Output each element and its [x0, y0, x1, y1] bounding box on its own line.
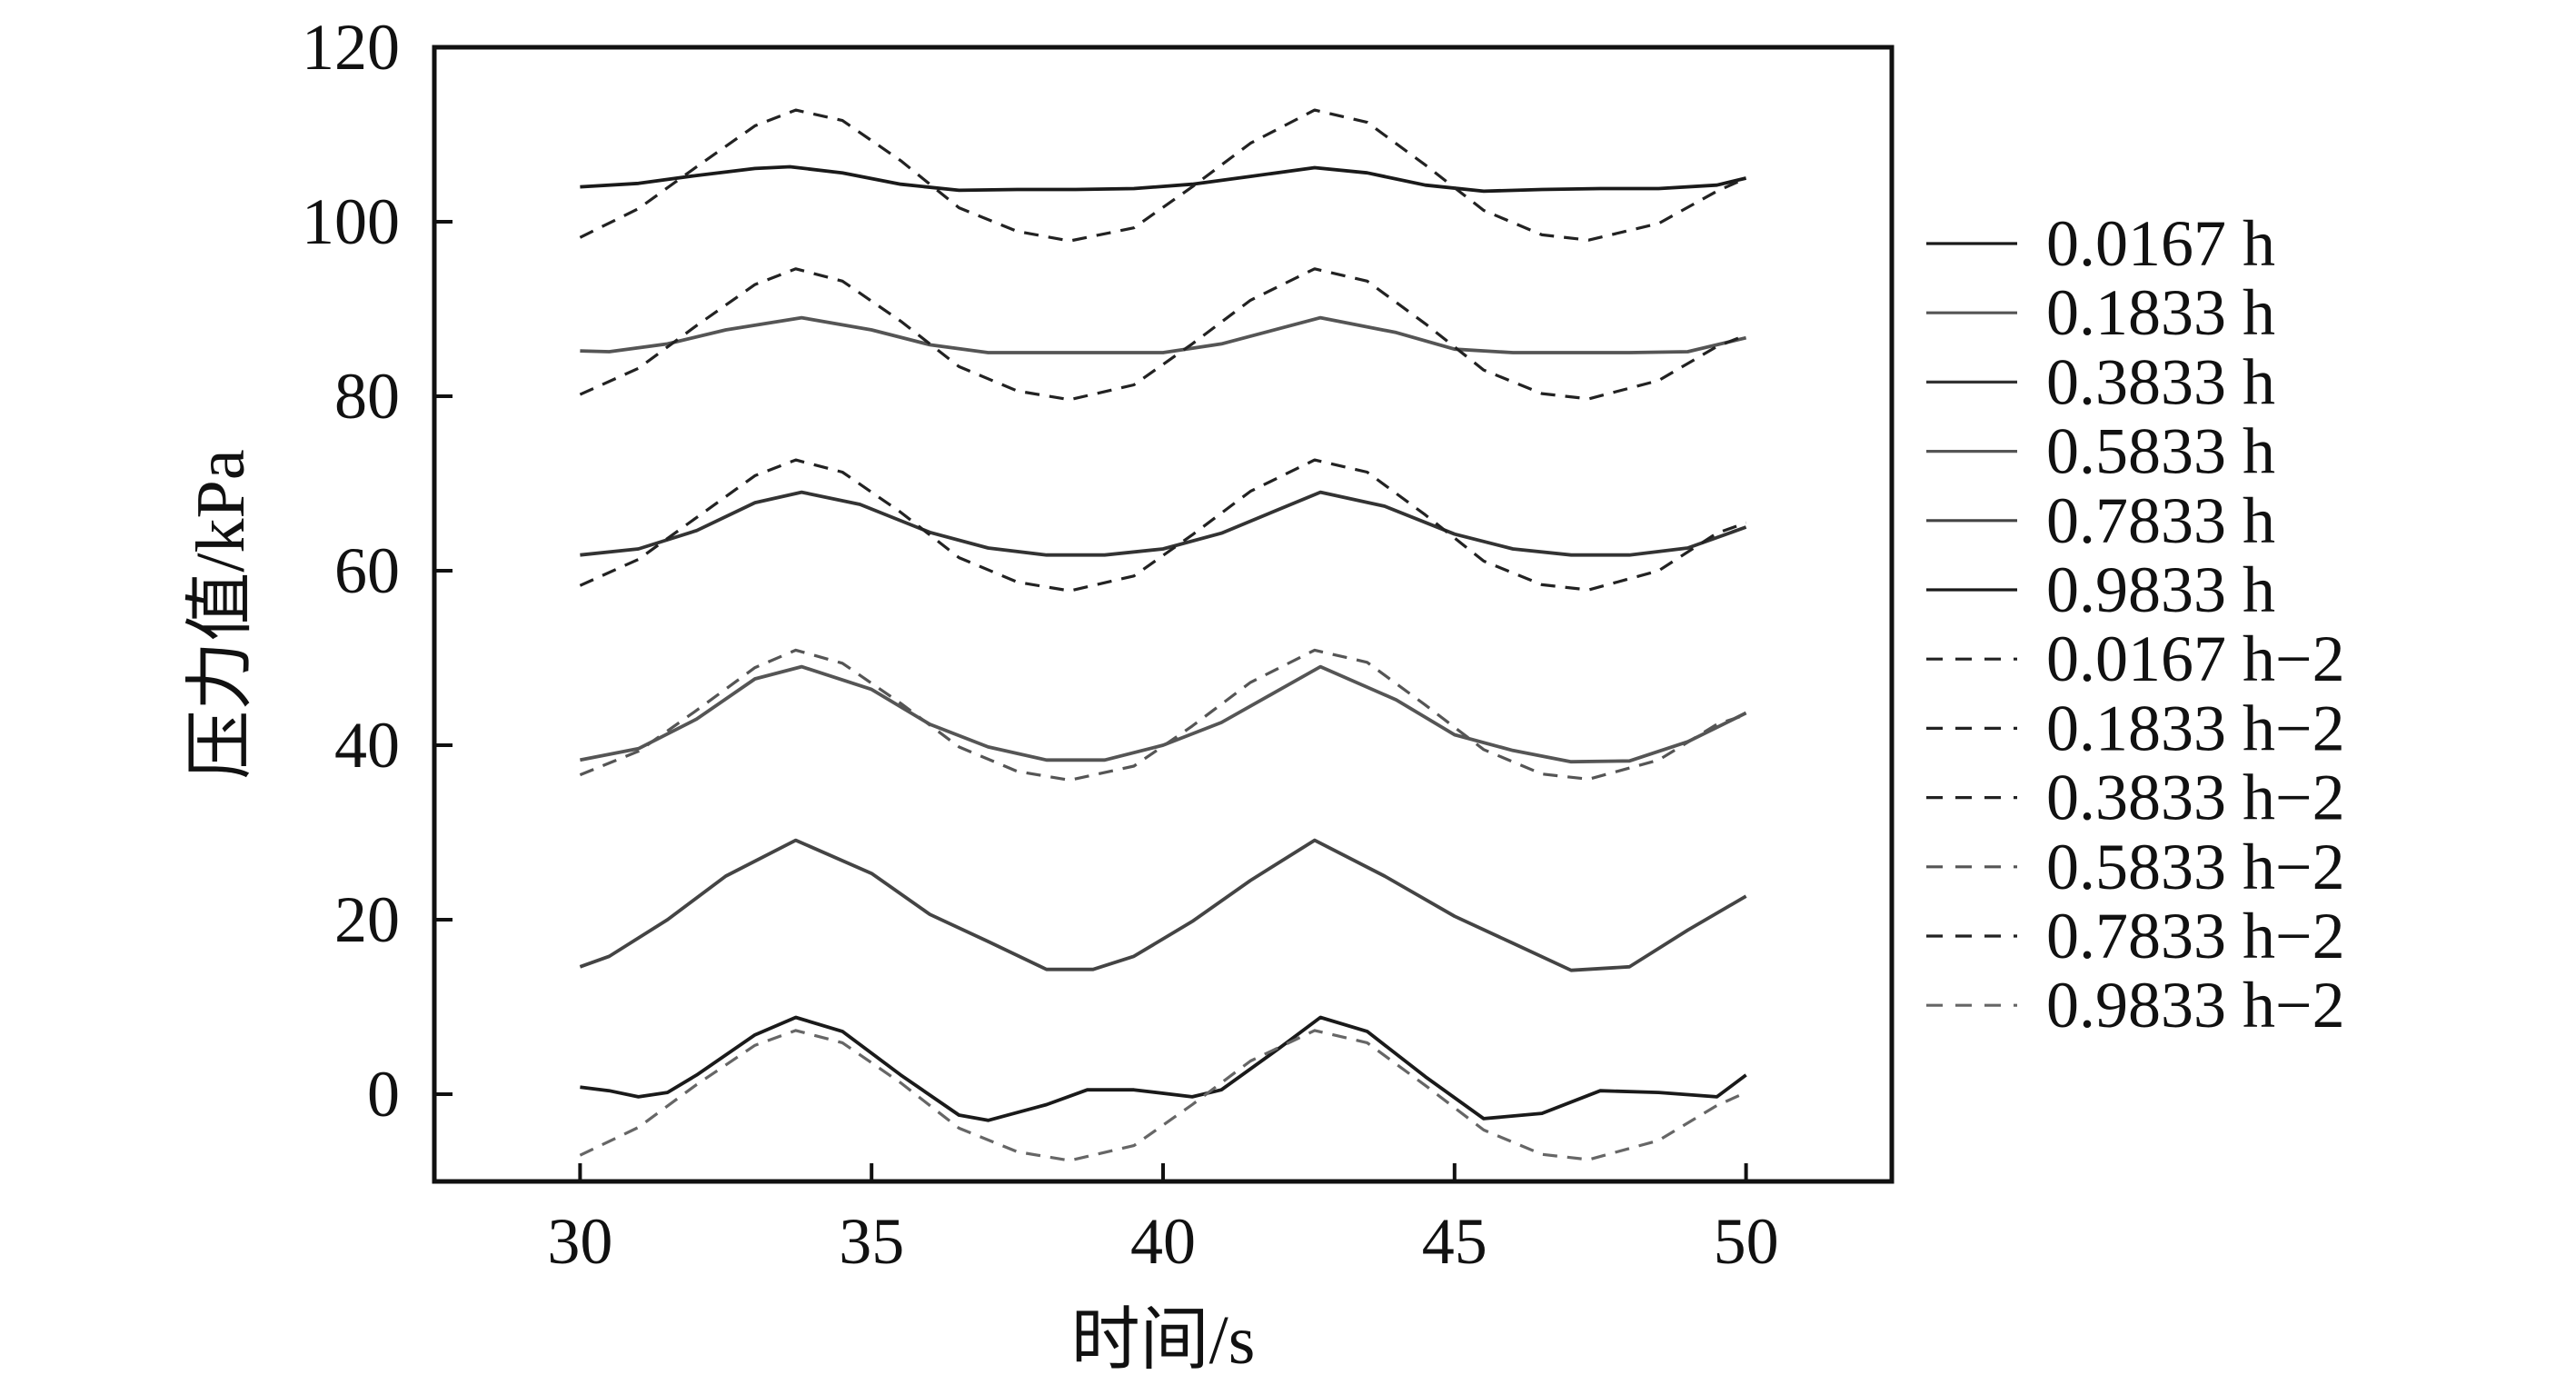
legend: 0.0167 h0.1833 h0.3833 h0.5833 h0.7833 h… [1926, 207, 2345, 1041]
series-line-3 [580, 490, 1747, 557]
y-tick-label: 60 [334, 534, 400, 607]
y-tick-label: 20 [334, 883, 400, 956]
y-tick-label: 120 [302, 11, 400, 84]
series-line-12 [579, 1029, 1747, 1162]
legend-label: 0.1833 h−2 [2046, 692, 2345, 764]
legend-label: 0.0167 h−2 [2046, 623, 2345, 695]
axes-layer: 30 35 40 45 50 0 20 40 60 80 100 120 [302, 11, 1779, 1278]
series-line-6 [580, 1015, 1747, 1122]
legend-label: 0.5833 h [2046, 415, 2275, 488]
y-tick-label: 80 [334, 360, 400, 433]
x-axis-title: 时间/s [1071, 1302, 1256, 1379]
series-line-2 [580, 315, 1747, 354]
y-axis-title: 压力值/kPa [183, 449, 259, 779]
legend-label: 0.7833 h [2046, 484, 2275, 557]
y-tick-label: 0 [367, 1058, 400, 1131]
series-line-5 [579, 838, 1747, 972]
series-line-7 [579, 108, 1747, 243]
plot-frame [432, 45, 1895, 1184]
legend-label: 0.5833 h−2 [2046, 831, 2345, 903]
series-line-9 [579, 458, 1747, 593]
series-layer [579, 108, 1747, 1162]
legend-label: 0.9833 h [2046, 553, 2275, 626]
series-line-8 [579, 267, 1747, 402]
x-tick-label: 45 [1422, 1205, 1487, 1278]
x-tick-label: 30 [547, 1205, 612, 1278]
legend-label: 0.3833 h−2 [2046, 762, 2345, 834]
legend-label: 0.1833 h [2046, 276, 2275, 349]
x-tick-label: 35 [839, 1205, 904, 1278]
y-tick-label: 40 [334, 709, 400, 782]
legend-label: 0.9833 h−2 [2046, 969, 2345, 1041]
series-line-10 [579, 648, 1747, 782]
series-line-4 [580, 664, 1747, 764]
series-line-1 [580, 164, 1747, 194]
legend-label: 0.3833 h [2046, 345, 2275, 418]
y-tick-label: 100 [302, 185, 400, 258]
x-tick-label: 40 [1130, 1205, 1196, 1278]
x-tick-label: 50 [1714, 1205, 1779, 1278]
legend-label: 0.0167 h [2046, 207, 2275, 280]
legend-label: 0.7833 h−2 [2046, 900, 2345, 972]
